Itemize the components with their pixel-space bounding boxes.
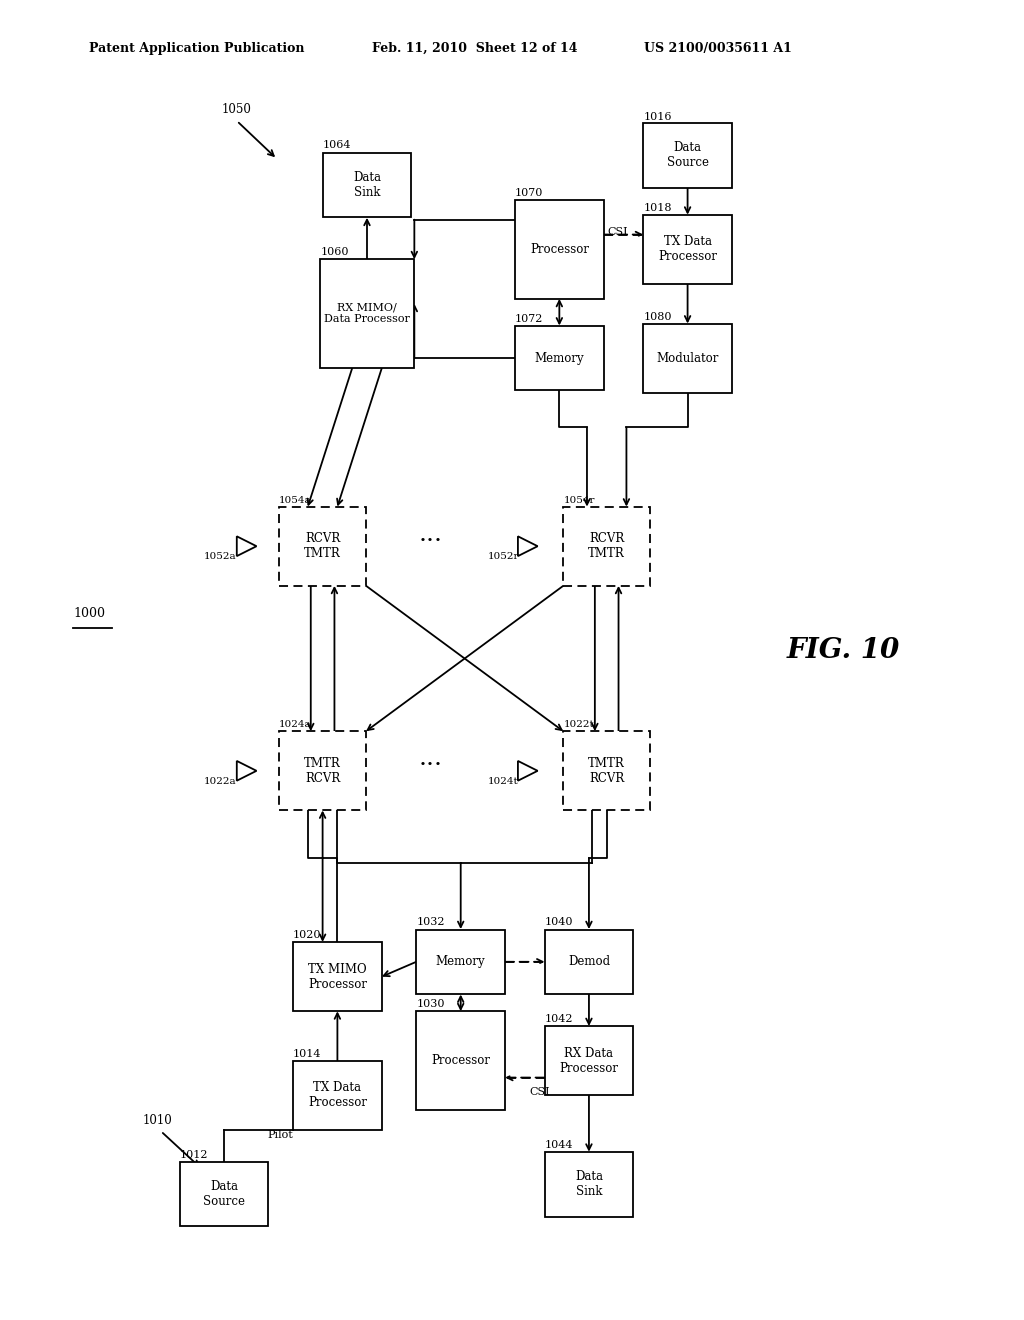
FancyBboxPatch shape <box>323 153 412 218</box>
FancyBboxPatch shape <box>545 929 633 994</box>
FancyBboxPatch shape <box>321 259 414 368</box>
FancyBboxPatch shape <box>515 326 604 391</box>
Text: TMTR
RCVR: TMTR RCVR <box>589 756 625 785</box>
FancyBboxPatch shape <box>545 1152 633 1217</box>
Text: TX Data
Processor: TX Data Processor <box>658 235 717 264</box>
Text: TMTR
RCVR: TMTR RCVR <box>304 756 341 785</box>
Text: 1072: 1072 <box>515 314 544 323</box>
Text: 1054a: 1054a <box>280 495 312 504</box>
Text: 1040: 1040 <box>545 917 573 927</box>
Text: 1052r: 1052r <box>487 552 519 561</box>
Text: CSI: CSI <box>607 227 629 236</box>
Text: Memory: Memory <box>436 956 485 969</box>
Text: 1022t: 1022t <box>563 721 594 729</box>
Text: 1050: 1050 <box>222 103 252 116</box>
Text: Patent Application Publication: Patent Application Publication <box>89 42 304 55</box>
Text: 1064: 1064 <box>323 140 351 150</box>
Text: ···: ··· <box>419 529 443 553</box>
Text: TX Data
Processor: TX Data Processor <box>308 1081 367 1109</box>
Text: 1060: 1060 <box>321 247 349 257</box>
Text: 1032: 1032 <box>417 917 444 927</box>
FancyBboxPatch shape <box>280 507 366 586</box>
FancyBboxPatch shape <box>417 929 505 994</box>
Text: Processor: Processor <box>529 243 589 256</box>
Text: RCVR
TMTR: RCVR TMTR <box>589 532 625 560</box>
Text: RCVR
TMTR: RCVR TMTR <box>304 532 341 560</box>
Text: 1016: 1016 <box>643 112 672 121</box>
FancyBboxPatch shape <box>643 215 732 284</box>
Text: 1022a: 1022a <box>204 776 237 785</box>
Text: 1024t: 1024t <box>487 776 518 785</box>
FancyBboxPatch shape <box>293 1061 382 1130</box>
FancyBboxPatch shape <box>417 1011 505 1110</box>
Text: 1052a: 1052a <box>204 552 237 561</box>
Text: 1042: 1042 <box>545 1014 573 1024</box>
Text: 1000: 1000 <box>73 607 105 620</box>
FancyBboxPatch shape <box>515 199 604 298</box>
Text: 1010: 1010 <box>143 1114 173 1127</box>
FancyBboxPatch shape <box>643 323 732 393</box>
Text: Memory: Memory <box>535 351 584 364</box>
FancyBboxPatch shape <box>563 731 650 810</box>
Text: 1020: 1020 <box>293 931 322 940</box>
Text: US 2100/0035611 A1: US 2100/0035611 A1 <box>644 42 792 55</box>
Text: RX Data
Processor: RX Data Processor <box>559 1047 618 1074</box>
Text: 1014: 1014 <box>293 1049 322 1059</box>
FancyBboxPatch shape <box>280 731 366 810</box>
Text: 1012: 1012 <box>179 1150 208 1160</box>
Text: Data
Source: Data Source <box>203 1180 245 1208</box>
Text: 1024a: 1024a <box>280 721 312 729</box>
Text: 1054r: 1054r <box>563 495 595 504</box>
FancyBboxPatch shape <box>179 1162 268 1226</box>
Text: ···: ··· <box>419 754 443 777</box>
Text: Modulator: Modulator <box>656 351 719 364</box>
Text: RX MIMO/
Data Processor: RX MIMO/ Data Processor <box>324 302 410 325</box>
Text: 1030: 1030 <box>417 999 444 1010</box>
FancyBboxPatch shape <box>545 1026 633 1096</box>
Text: CSI: CSI <box>529 1088 550 1097</box>
Text: TX MIMO
Processor: TX MIMO Processor <box>308 962 367 990</box>
FancyBboxPatch shape <box>643 123 732 187</box>
FancyBboxPatch shape <box>563 507 650 586</box>
Text: Feb. 11, 2010  Sheet 12 of 14: Feb. 11, 2010 Sheet 12 of 14 <box>372 42 578 55</box>
Text: 1080: 1080 <box>643 312 672 322</box>
FancyBboxPatch shape <box>293 942 382 1011</box>
Text: Data
Source: Data Source <box>667 141 709 169</box>
Text: Demod: Demod <box>568 956 610 969</box>
Text: Data
Sink: Data Sink <box>574 1171 603 1199</box>
Text: 1070: 1070 <box>515 187 544 198</box>
Text: Data
Sink: Data Sink <box>353 172 381 199</box>
Text: Pilot: Pilot <box>267 1130 293 1140</box>
Text: 1044: 1044 <box>545 1139 573 1150</box>
Text: FIG. 10: FIG. 10 <box>786 636 899 664</box>
Text: 1018: 1018 <box>643 203 672 213</box>
Text: Processor: Processor <box>431 1055 490 1068</box>
